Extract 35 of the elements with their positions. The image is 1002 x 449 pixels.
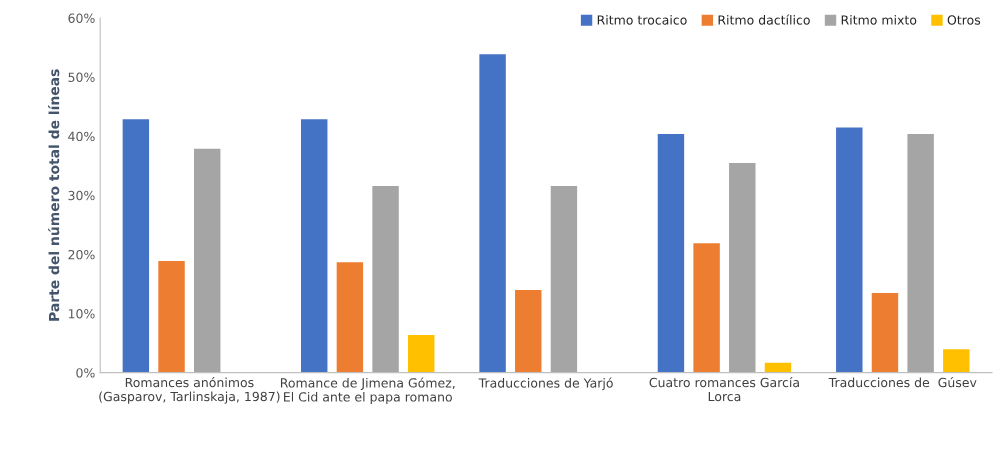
y-axis-title: Parte del número total de líneas — [48, 69, 60, 321]
bar — [156, 259, 187, 373]
bar — [370, 184, 401, 373]
bar — [549, 184, 579, 373]
y-tick-label: 60% — [68, 13, 95, 23]
bar — [692, 241, 722, 373]
bar — [656, 132, 686, 373]
y-tick-label: 10% — [68, 309, 95, 319]
legend-label: Ritmo mixto — [841, 15, 917, 25]
bar — [406, 333, 436, 373]
legend-label: Otros — [947, 15, 981, 25]
y-tick-label: 50% — [68, 72, 95, 83]
y-tick-label: 0% — [76, 368, 95, 378]
bar — [477, 52, 508, 373]
x-tick-label: Romance de Jimena Gómez, El Cid ante el papa romano — [280, 377, 455, 405]
y-tick-label: 40% — [68, 131, 95, 142]
x-tick-label: Traducciones de Gúsev — [828, 377, 977, 388]
bar — [335, 260, 365, 373]
bar — [763, 361, 793, 373]
bar — [941, 347, 971, 373]
y-tick-label: 30% — [68, 190, 95, 201]
bar — [870, 291, 900, 373]
bar — [121, 117, 151, 373]
bar — [513, 288, 543, 373]
x-tick-label: Romances anónimos (Gasparov, Tarlinskaja, 1987) — [99, 377, 280, 404]
bar — [299, 117, 329, 373]
y-tick-label: 20% — [68, 249, 95, 260]
bar — [834, 126, 864, 373]
bar — [192, 147, 222, 373]
x-tick-label: Cuatro romances García Lorca — [649, 377, 799, 402]
bar — [727, 161, 757, 373]
x-tick-label: Traducciones de Yarjó — [478, 377, 613, 391]
bar — [906, 132, 936, 373]
legend-label: Ritmo trocaico — [597, 15, 687, 25]
legend-label: Ritmo dactílico — [718, 14, 810, 25]
